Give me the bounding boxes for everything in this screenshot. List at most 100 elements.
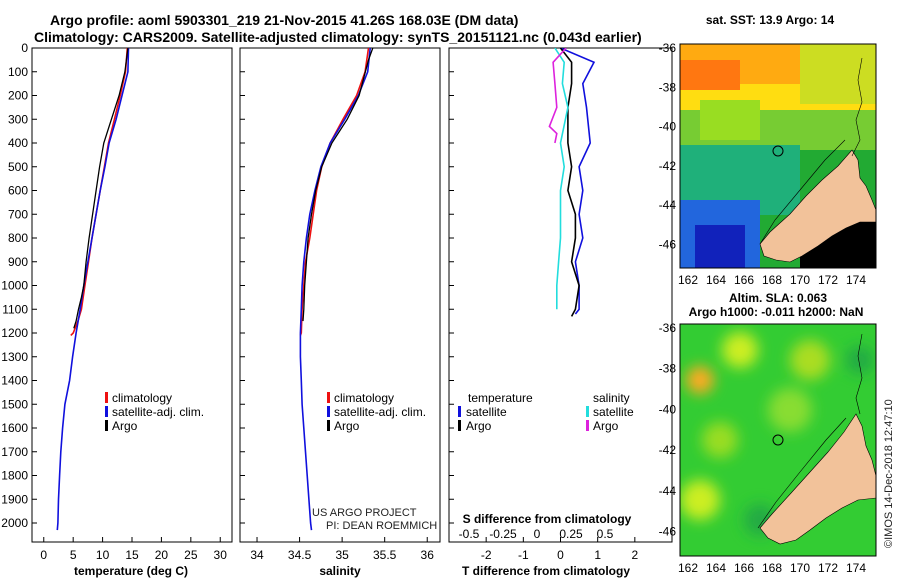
legend-label-argo: Argo (112, 419, 138, 433)
s-diff-tick-label: -0.5 (459, 527, 480, 541)
x-tick-label: 35.5 (373, 548, 397, 562)
legend-label-satellite: satellite-adj. clim. (112, 405, 204, 419)
map-lat-label: -40 (659, 402, 677, 416)
map-lat-label: -42 (659, 159, 677, 173)
map-lat-label: -46 (659, 525, 677, 539)
t-difference-xlabel: T difference from climatology (462, 564, 630, 578)
project-credit: US ARGO PROJECT (312, 507, 417, 519)
x-tick-label: 0 (557, 548, 564, 562)
sst-map-frame (679, 43, 877, 269)
legend-label-t-satellite: satellite (466, 405, 507, 419)
s-diff-tick-label: -0.25 (489, 527, 517, 541)
sst-map-title: sat. SST: 13.9 Argo: 14 (706, 13, 835, 27)
sst-map (680, 44, 876, 268)
y-tick-label: 1500 (1, 397, 28, 411)
y-tick-label: 1100 (2, 302, 28, 316)
series-satellite-adj-clim- (56, 48, 130, 531)
difference-panel (448, 47, 673, 543)
x-tick-label: 30 (214, 548, 228, 562)
difference-plot (548, 48, 596, 317)
legend-swatch-satellite (105, 406, 108, 417)
x-tick-label: 15 (125, 548, 139, 562)
x-tick-label: 35 (335, 548, 349, 562)
salinity-panel (239, 47, 441, 543)
map-lon-label: 172 (818, 561, 838, 575)
legend-label-argo: Argo (334, 419, 360, 433)
x-tick-label: 36 (421, 548, 435, 562)
map-lat-label: -36 (659, 41, 677, 55)
map-lon-label: 174 (846, 561, 866, 575)
y-tick-label: 1600 (1, 421, 28, 435)
y-tick-label: 0 (21, 41, 28, 55)
y-tick-label: 1300 (1, 350, 28, 364)
sla-title-line1: Altim. SLA: 0.063 (729, 291, 827, 305)
y-tick-label: 1000 (1, 279, 28, 293)
s-diff-tick-label: 0 (534, 527, 541, 541)
map-lat-label: -38 (659, 80, 677, 94)
map-lon-label: 164 (706, 561, 726, 575)
map-lon-label: 174 (846, 273, 866, 287)
series-climatology (299, 48, 370, 336)
legend-swatch-t-satellite (458, 406, 461, 417)
legend-swatch-satellite (327, 406, 330, 417)
x-tick-label: 0 (40, 548, 47, 562)
figure-subtitle: Climatology: CARS2009. Satellite-adjuste… (34, 29, 642, 45)
legend-label-climatology: climatology (334, 391, 394, 405)
series-climatology (70, 48, 129, 336)
x-tick-label: -1 (518, 548, 529, 562)
temperature-panel (31, 47, 233, 543)
y-tick-label: 400 (8, 136, 28, 150)
y-tick-label: 1700 (1, 445, 28, 459)
legend-swatch-s-argo (586, 420, 589, 431)
axes-layer: 0 5 10 15 20 25 300100200300400500600700800900… (1, 41, 866, 575)
map-lon-label: 170 (790, 273, 810, 287)
series-argo (73, 48, 129, 329)
sla-title-line2: Argo h1000: -0.011 h2000: NaN (689, 305, 864, 319)
float-position-marker (772, 434, 784, 446)
y-tick-label: 1200 (1, 326, 28, 340)
map-lat-label: -38 (659, 362, 677, 376)
figure-title: Argo profile: aoml 5903301_219 21-Nov-20… (50, 12, 518, 28)
map-lon-label: 172 (818, 273, 838, 287)
y-tick-label: 300 (8, 112, 28, 126)
series-temperature-argo (559, 48, 580, 317)
temperature-plot (56, 48, 130, 531)
legend-swatch-climatology (327, 392, 330, 403)
map-lon-label: 166 (734, 561, 754, 575)
y-tick-label: 1400 (1, 374, 28, 388)
series-argo (302, 48, 374, 322)
sla-map-frame (679, 323, 877, 557)
map-lon-label: 166 (734, 273, 754, 287)
legend-swatch-s-satellite (586, 406, 589, 417)
map-lon-label: 164 (706, 273, 726, 287)
map-lat-label: -44 (659, 484, 677, 498)
y-tick-label: 2000 (1, 516, 28, 530)
x-tick-label: 2 (631, 548, 638, 562)
legend-heading-temperature: temperature (468, 391, 533, 405)
x-tick-label: 10 (96, 548, 110, 562)
s-difference-xlabel: S difference from climatology (463, 512, 632, 526)
imos-credit: ©IMOS 14-Dec-2018 12:47:10 (883, 399, 895, 548)
map-lon-label: 168 (762, 273, 782, 287)
float-position-marker (772, 145, 784, 157)
y-tick-label: 700 (8, 207, 28, 221)
y-tick-label: 200 (8, 89, 28, 103)
legend-swatch-argo (105, 420, 108, 431)
map-lon-label: 168 (762, 561, 782, 575)
legend-label-satellite: satellite-adj. clim. (334, 405, 426, 419)
legend-heading-salinity: salinity (593, 391, 630, 405)
legend-label-t-argo: Argo (466, 419, 492, 433)
y-tick-label: 800 (8, 231, 28, 245)
y-tick-label: 900 (8, 255, 28, 269)
salinity-plot (299, 48, 374, 531)
temperature-xlabel: temperature (deg C) (74, 564, 188, 578)
map-lon-label: 162 (678, 273, 698, 287)
legend-swatch-climatology (105, 392, 108, 403)
s-diff-tick-label: 0.5 (597, 527, 614, 541)
salinity-xlabel: salinity (319, 564, 361, 578)
y-tick-label: 1800 (1, 469, 28, 483)
map-lon-label: 170 (790, 561, 810, 575)
legend-label-s-satellite: satellite (593, 405, 634, 419)
map-lon-label: 162 (678, 561, 698, 575)
